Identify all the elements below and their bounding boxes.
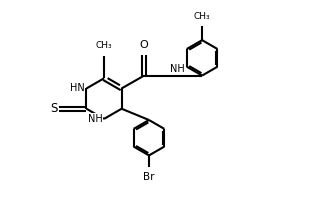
Text: NH: NH (88, 114, 102, 124)
Text: S: S (51, 102, 58, 115)
Text: O: O (140, 40, 148, 50)
Text: HN: HN (70, 84, 85, 93)
Text: CH₃: CH₃ (96, 41, 112, 50)
Text: CH₃: CH₃ (194, 12, 210, 21)
Text: Br: Br (143, 172, 155, 181)
Text: NH: NH (170, 64, 185, 74)
